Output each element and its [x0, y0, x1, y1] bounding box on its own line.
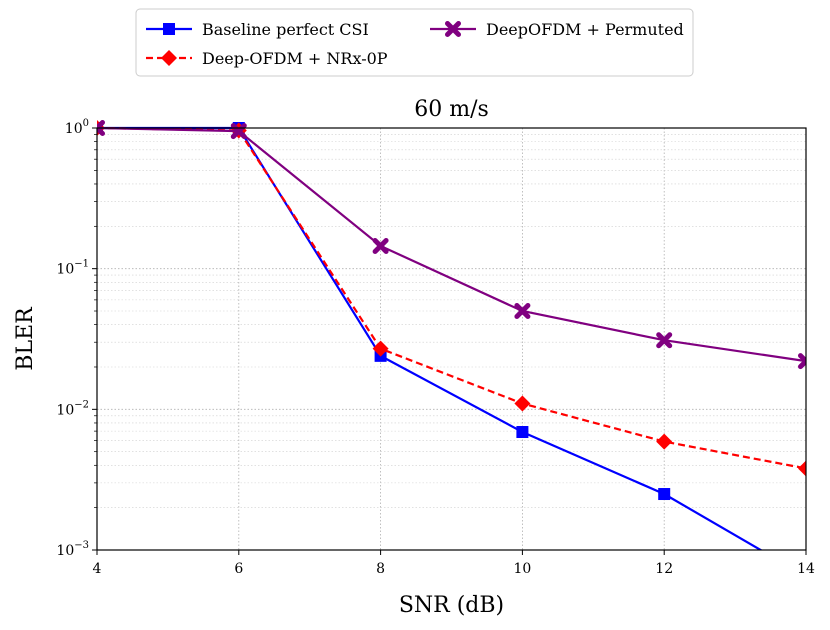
- series-3: [97, 120, 806, 370]
- x-marker-stroke: [514, 303, 531, 320]
- data-point: [372, 340, 389, 357]
- x-tick-label: 6: [234, 561, 243, 577]
- legend-marker: [163, 23, 175, 35]
- data-point: [514, 303, 531, 320]
- data-point: [97, 120, 105, 136]
- axes: 4 6 8 10 12 14 100 10−1 10−2 10−3: [56, 118, 815, 577]
- x-tick-label: 8: [376, 561, 385, 577]
- y-tick-label: 10−3: [56, 540, 89, 559]
- data-point: [372, 237, 389, 254]
- x-marker-stroke: [372, 237, 389, 254]
- data-point: [516, 426, 529, 439]
- x-marker-stroke: [798, 353, 806, 365]
- data-point: [798, 460, 806, 477]
- y-tick-label: 10−1: [56, 259, 89, 278]
- x-marker-stroke: [97, 120, 105, 132]
- legend-label: Baseline perfect CSI: [202, 20, 369, 39]
- y-tick-label: 100: [65, 118, 89, 137]
- y-tick-label: 10−2: [56, 399, 89, 418]
- chart-title: 60 m/s: [414, 97, 489, 122]
- legend: Baseline perfect CSI Deep-OFDM + NRx-0P De…: [135, 8, 694, 77]
- x-tick-label: 4: [93, 561, 102, 577]
- series-layer: [97, 120, 806, 550]
- x-marker-stroke: [656, 332, 673, 349]
- x-axis-label: SNR (dB): [399, 593, 504, 618]
- x-marker-stroke: [97, 124, 105, 136]
- series-line: [97, 126, 806, 363]
- data-point: [656, 433, 673, 450]
- legend-marker: [445, 21, 461, 37]
- data-point: [798, 353, 806, 370]
- x-tick-label: 10: [513, 561, 531, 577]
- legend-label: DeepOFDM + Permuted: [486, 20, 684, 39]
- data-point: [656, 332, 673, 349]
- series-line: [97, 126, 806, 470]
- x-tick-label: 12: [655, 561, 673, 577]
- data-point: [514, 395, 531, 412]
- legend-label: Deep-OFDM + NRx-0P: [202, 49, 388, 68]
- legend-marker: [161, 50, 177, 66]
- x-marker-stroke: [798, 357, 806, 370]
- legend-box: [135, 8, 694, 77]
- data-point: [658, 488, 671, 501]
- plot-frame: [96, 127, 807, 551]
- x-tick-label: 14: [797, 561, 815, 577]
- y-axis-label: BLER: [13, 306, 38, 371]
- x-marker-stroke: [445, 21, 461, 37]
